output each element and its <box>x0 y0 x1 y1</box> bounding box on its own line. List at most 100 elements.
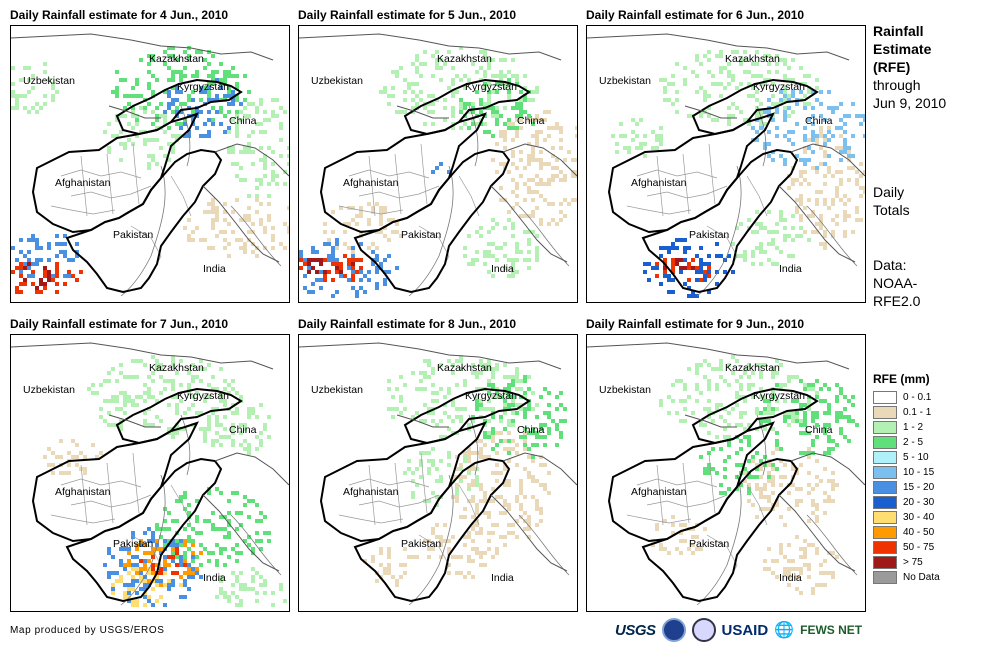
rainfall-cell <box>279 154 283 158</box>
rainfall-cell <box>687 367 691 371</box>
country-border <box>403 387 531 445</box>
rainfall-cell <box>375 579 379 583</box>
rainfall-cell <box>235 559 239 563</box>
rainfall-cell <box>39 278 43 282</box>
rainfall-cell <box>167 527 171 531</box>
rainfall-cell <box>351 262 355 266</box>
rainfall-cell <box>531 158 535 162</box>
rainfall-cell <box>819 242 823 246</box>
rainfall-cell <box>239 102 243 106</box>
rainfall-cell <box>323 230 327 234</box>
rainfall-cell <box>515 463 519 467</box>
rainfall-cell <box>23 106 27 110</box>
rainfall-cell <box>547 222 551 226</box>
rainfall-cell <box>239 218 243 222</box>
rainfall-cell <box>323 274 327 278</box>
country-border <box>65 457 223 603</box>
rainfall-cell <box>771 94 775 98</box>
rainfall-cell <box>831 551 835 555</box>
rainfall-cell <box>519 106 523 110</box>
rainfall-cell <box>695 383 699 387</box>
rainfall-cell <box>827 166 831 170</box>
rainfall-cell <box>715 471 719 475</box>
rainfall-cell <box>235 491 239 495</box>
rainfall-cell <box>155 114 159 118</box>
rainfall-cell <box>523 74 527 78</box>
rainfall-cell <box>843 395 847 399</box>
rainfall-cell <box>207 415 211 419</box>
rainfall-cell <box>467 447 471 451</box>
rainfall-cell <box>563 158 567 162</box>
rainfall-cell <box>123 146 127 150</box>
rainfall-cell <box>247 415 251 419</box>
rainfall-cell <box>147 407 151 411</box>
rainfall-cell <box>279 126 283 130</box>
rainfall-cell <box>559 126 563 130</box>
rainfall-cell <box>255 539 259 543</box>
rainfall-cell <box>175 539 179 543</box>
rainfall-cell <box>815 459 819 463</box>
rainfall-cell <box>703 98 707 102</box>
rainfall-cell <box>531 150 535 154</box>
rainfall-cell <box>227 90 231 94</box>
rainfall-cell <box>511 274 515 278</box>
rainfall-cell <box>383 282 387 286</box>
rainfall-cell <box>175 395 179 399</box>
rainfall-cell <box>247 218 251 222</box>
rainfall-cell <box>551 146 555 150</box>
rainfall-cell <box>387 270 391 274</box>
state-seal-icon <box>691 618 716 642</box>
rainfall-cell <box>175 519 179 523</box>
rainfall-cell <box>183 495 187 499</box>
rainfall-cell <box>435 467 439 471</box>
rainfall-cell <box>151 158 155 162</box>
rainfall-cell <box>555 158 559 162</box>
rainfall-cell <box>827 407 831 411</box>
rainfall-cell <box>515 451 519 455</box>
rainfall-cell <box>475 439 479 443</box>
rainfall-cell <box>107 146 111 150</box>
rainfall-cell <box>527 186 531 190</box>
river-line <box>756 414 767 476</box>
rainfall-cell <box>743 254 747 258</box>
rainfall-cell <box>127 102 131 106</box>
rainfall-cell <box>187 367 191 371</box>
rainfall-cell <box>215 206 219 210</box>
rainfall-cell <box>143 595 147 599</box>
rainfall-cell <box>487 82 491 86</box>
rainfall-cell <box>255 178 259 182</box>
rainfall-cell <box>263 591 267 595</box>
rainfall-cell <box>735 391 739 395</box>
daily-line: Totals <box>873 202 910 218</box>
rainfall-cell <box>547 134 551 138</box>
rainfall-cell <box>207 110 211 114</box>
rainfall-cell <box>707 471 711 475</box>
rainfall-cell <box>675 258 679 262</box>
rainfall-cell <box>159 102 163 106</box>
rainfall-cell <box>179 90 183 94</box>
rainfall-cell <box>559 391 563 395</box>
rainfall-cell <box>527 118 531 122</box>
rainfall-cell <box>455 383 459 387</box>
rainfall-cell <box>159 391 163 395</box>
rainfall-cell <box>319 258 323 262</box>
rainfall-cell <box>439 435 443 439</box>
panel-title: Daily Rainfall estimate for 9 Jun., 2010 <box>586 317 805 331</box>
legend-swatch <box>873 421 897 434</box>
rainfall-cell <box>699 262 703 266</box>
rainfall-cell <box>139 567 143 571</box>
rainfall-cell <box>175 371 179 375</box>
rainfall-cell <box>163 50 167 54</box>
rainfall-cell <box>783 94 787 98</box>
rainfall-cell <box>343 222 347 226</box>
rainfall-cell <box>555 427 559 431</box>
rainfall-cell <box>495 443 499 447</box>
rainfall-cell <box>431 170 435 174</box>
rainfall-cell <box>231 90 235 94</box>
rainfall-cell <box>447 427 451 431</box>
rainfall-cell <box>447 391 451 395</box>
rainfall-cell <box>687 547 691 551</box>
rainfall-cell <box>199 411 203 415</box>
rainfall-cell <box>811 411 815 415</box>
rainfall-cell <box>559 170 563 174</box>
